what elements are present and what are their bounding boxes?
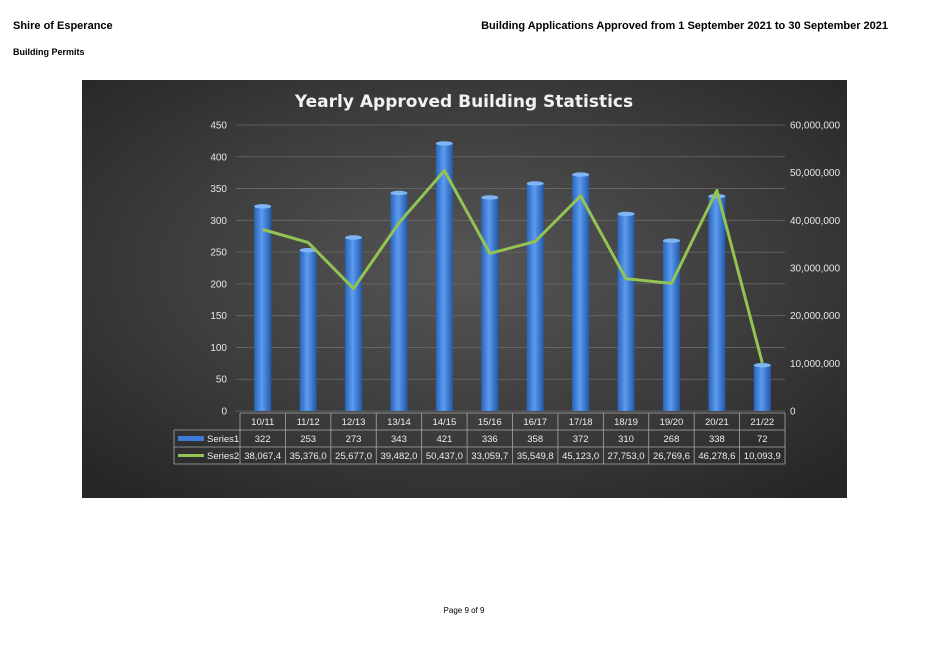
x-axis-category-label: 13/14 [387, 417, 411, 428]
series2-data-label: 50,437,0 [426, 451, 463, 462]
bar [481, 197, 499, 411]
bar-cap [390, 190, 408, 196]
series2-data-label: 35,549,8 [517, 451, 554, 462]
left-axis-tick-label: 300 [210, 216, 227, 227]
bar [662, 240, 680, 411]
x-axis-category-label: 15/16 [478, 417, 502, 428]
x-axis-category-label: 16/17 [523, 417, 547, 428]
page-number: Page 9 of 9 [443, 606, 485, 615]
chart-background [82, 80, 847, 498]
left-axis-tick-label: 400 [210, 152, 227, 163]
x-axis-category-label: 17/18 [569, 417, 593, 428]
bar-cap [572, 172, 590, 177]
x-axis-category-label: 19/20 [660, 417, 684, 428]
bar [254, 206, 272, 411]
right-axis-tick-label: 40,000,000 [790, 216, 840, 227]
series2-legend-name: Series2 [207, 451, 239, 462]
series1-data-label: 273 [346, 434, 362, 445]
series2-data-label: 25,677,0 [335, 451, 372, 462]
series1-data-label: 421 [436, 434, 452, 445]
chart-title: Yearly Approved Building Statistics [294, 92, 633, 112]
series2-data-label: 35,376,0 [290, 451, 327, 462]
series2-data-label: 45,123,0 [562, 451, 599, 462]
bar-cap [662, 238, 680, 243]
bar-cap [345, 235, 363, 240]
bar [299, 250, 317, 411]
right-axis-tick-label: 50,000,000 [790, 168, 840, 179]
left-axis-tick-label: 50 [216, 375, 228, 386]
bar [345, 237, 363, 411]
bar [572, 174, 590, 411]
series2-line [262, 169, 764, 364]
left-axis-tick-label: 100 [210, 343, 227, 354]
series1-data-label: 253 [300, 434, 316, 445]
x-axis-category-label: 10/11 [251, 417, 274, 428]
bar [435, 143, 453, 412]
series1-data-label: 343 [391, 434, 407, 445]
right-axis-tick-label: 10,000,000 [790, 359, 840, 370]
x-axis-category-label: 14/15 [432, 417, 456, 428]
series1-data-label: 358 [527, 434, 543, 445]
series2-data-label: 27,753,0 [608, 451, 645, 462]
series1-data-label: 322 [255, 434, 271, 445]
bar [617, 213, 635, 411]
organisation-name: Shire of Esperance [13, 20, 113, 32]
series2-data-label: 38,067,4 [244, 451, 281, 462]
right-axis-tick-label: 60,000,000 [790, 121, 840, 132]
right-axis-tick-label: 0 [790, 407, 796, 418]
series2-data-label: 10,093,9 [744, 451, 781, 462]
left-axis-tick-label: 350 [210, 184, 227, 195]
bar-line-chart: Yearly Approved Building Statistics 0 50 1… [82, 80, 847, 498]
bar [753, 365, 771, 411]
bar-cap [481, 195, 499, 200]
bar [390, 193, 408, 411]
bar-cap [299, 248, 317, 253]
x-axis-category-label: 18/19 [614, 417, 638, 428]
x-axis-category-label: 21/22 [750, 417, 774, 428]
report-title: Building Applications Approved from 1 Se… [481, 20, 888, 32]
series1-data-label: 72 [757, 434, 768, 445]
x-axis-category-label: 20/21 [705, 417, 729, 428]
series2-data-label: 39,482,0 [380, 451, 417, 462]
bar-cap [617, 211, 635, 217]
bar-cap [254, 204, 272, 209]
series1-legend-name: Series1 [207, 434, 239, 445]
bar-cap [753, 363, 771, 368]
series1-legend-key [178, 436, 204, 441]
left-axis-tick-label: 150 [210, 311, 227, 322]
bar-cap [526, 181, 544, 186]
right-axis-tick-label: 30,000,000 [790, 264, 840, 275]
series2-data-label: 33,059,7 [471, 451, 508, 462]
right-axis-tick-label: 20,000,000 [790, 311, 840, 322]
bar-cap [435, 141, 453, 146]
bar [708, 196, 726, 411]
left-axis-tick-label: 250 [210, 248, 227, 259]
section-heading: Building Permits [13, 47, 85, 57]
series2-data-label: 26,769,6 [653, 451, 690, 462]
series1-data-label: 338 [709, 434, 725, 445]
left-axis-tick-label: 0 [221, 407, 227, 418]
left-axis-tick-label: 450 [210, 121, 227, 132]
x-axis-category-label: 12/13 [342, 417, 366, 428]
left-axis-tick-label: 200 [210, 279, 227, 290]
series2-data-label: 46,278,6 [698, 451, 735, 462]
chart-container: Yearly Approved Building Statistics 0 50 1… [82, 80, 847, 498]
series1-data-label: 336 [482, 434, 498, 445]
series1-data-label: 372 [573, 434, 589, 445]
series1-data-label: 268 [664, 434, 680, 445]
bar [526, 183, 544, 411]
series1-data-label: 310 [618, 434, 634, 445]
x-axis-category-label: 11/12 [297, 417, 320, 428]
